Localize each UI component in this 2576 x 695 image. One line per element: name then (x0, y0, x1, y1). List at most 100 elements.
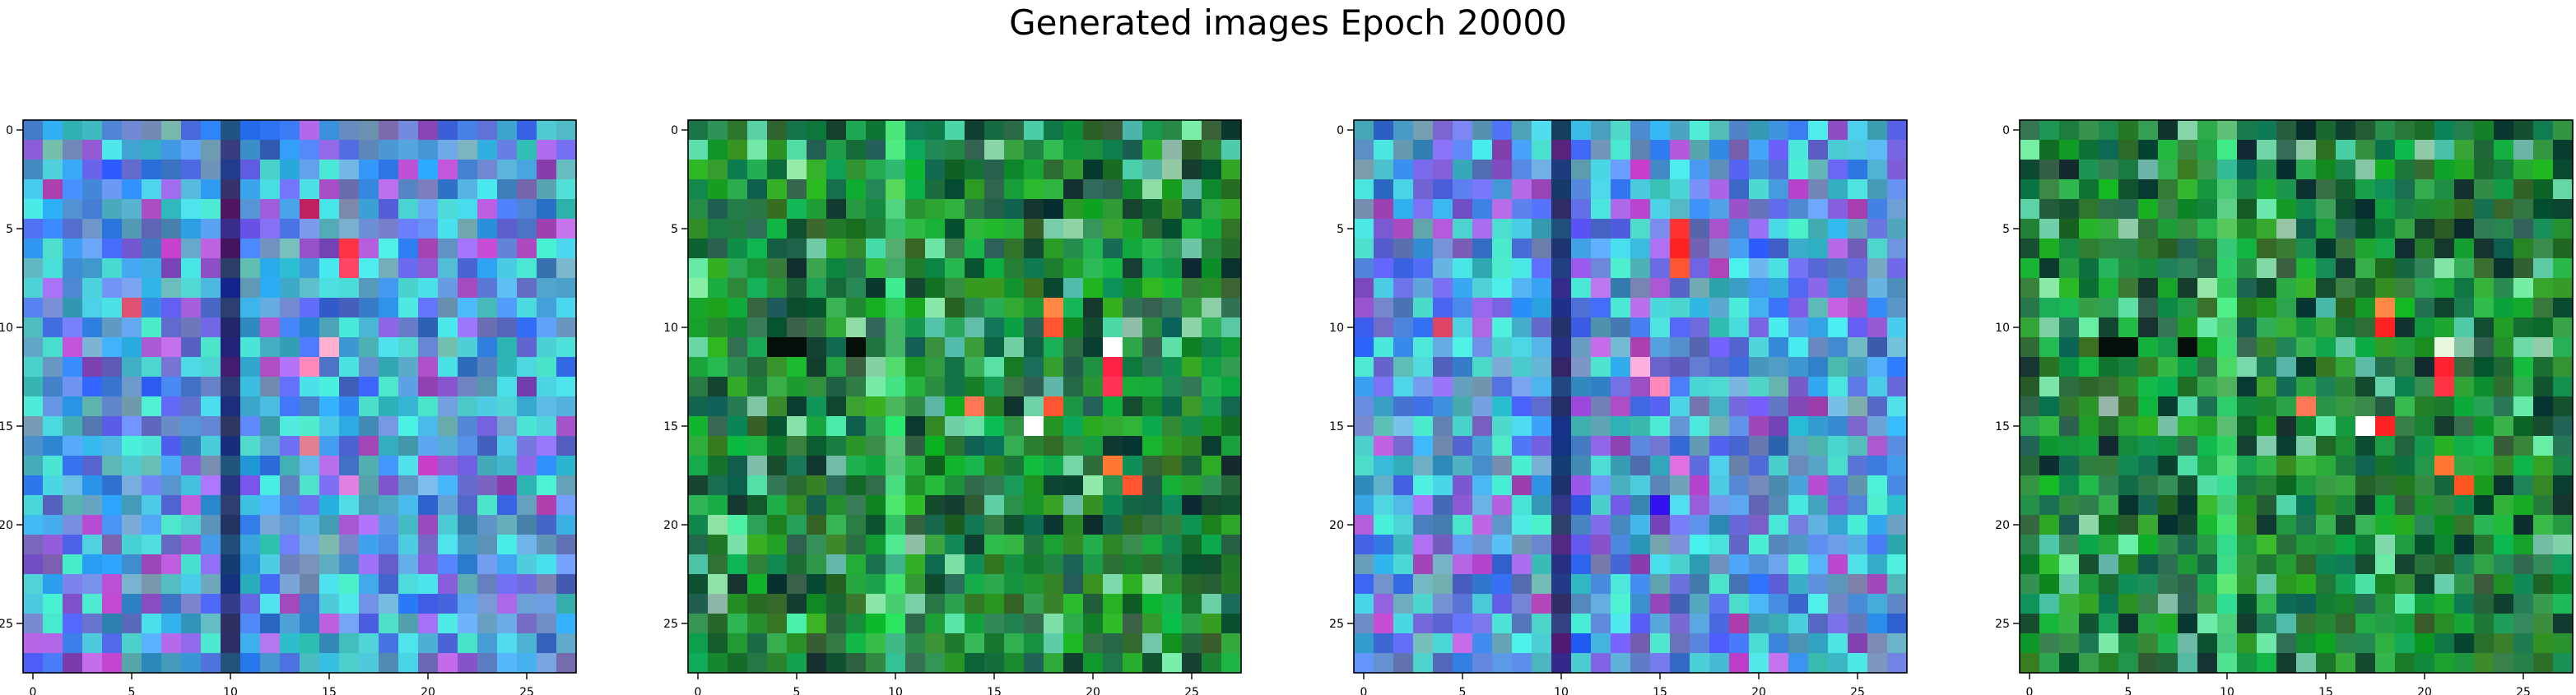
pixel-cell (181, 298, 202, 318)
pixel-cell (102, 258, 123, 279)
pixel-cell (1551, 633, 1572, 654)
pixel-cell (688, 416, 709, 437)
pixel-cell (1769, 653, 1789, 674)
figure-title: Generated images Epoch 20000 (1009, 2, 1567, 43)
x-tick-label: 10 (2220, 686, 2234, 695)
pixel-cell (1611, 633, 1631, 654)
pixel-cell (438, 456, 458, 476)
pixel-cell (846, 614, 867, 634)
pixel-cell (1611, 416, 1631, 437)
pixel-cell (1769, 298, 1789, 318)
pixel-cell (846, 219, 867, 239)
y-tick-label: 5 (1337, 223, 1344, 236)
pixel-cell (747, 475, 768, 496)
pixel-cell (846, 535, 867, 555)
pixel-cell (1374, 594, 1394, 614)
pixel-cell (787, 258, 807, 279)
pixel-cell (142, 160, 162, 180)
pixel-cell (23, 594, 44, 614)
pixel-cell (747, 574, 768, 595)
pixel-cell (1571, 317, 1592, 338)
pixel-cell (2494, 475, 2514, 496)
pixel-cell (1063, 140, 1084, 160)
pixel-cell (1670, 574, 1690, 595)
y-tick-label: 0 (671, 124, 678, 137)
pixel-cell (767, 317, 788, 338)
pixel-cell (418, 298, 439, 318)
pixel-cell (1103, 475, 1123, 496)
pixel-cell (260, 396, 281, 417)
pixel-cell (142, 515, 162, 535)
pixel-cell (1044, 179, 1064, 200)
pixel-cell (728, 258, 748, 279)
pixel-cell (2553, 515, 2574, 535)
pixel-cell (2039, 475, 2060, 496)
pixel-cell (2079, 396, 2099, 417)
pixel-cell (43, 337, 63, 358)
pixel-cell (1453, 436, 1473, 456)
pixel-cell (2039, 199, 2060, 220)
pixel-cell (1413, 337, 1434, 358)
pixel-cell (1848, 179, 1868, 200)
pixel-cell (2237, 436, 2257, 456)
pixel-cell (1650, 633, 1671, 654)
pixel-cell (1571, 653, 1592, 674)
pixel-cell (537, 653, 557, 674)
pixel-cell (1571, 219, 1592, 239)
pixel-cell (1690, 436, 1710, 456)
pixel-cell (965, 574, 985, 595)
pixel-cell (161, 396, 182, 417)
pixel-cell (477, 337, 498, 358)
pixel-cell (1354, 317, 1374, 338)
pixel-cell (2415, 495, 2435, 516)
pixel-cell (2474, 377, 2495, 397)
pixel-cell (1103, 633, 1123, 654)
pixel-cell (1867, 416, 1888, 437)
pixel-cell (1063, 179, 1084, 200)
pixel-cell (1749, 554, 1769, 575)
pixel-cell (1867, 377, 1888, 397)
pixel-cell (181, 258, 202, 279)
pixel-cell (1083, 594, 1104, 614)
pixel-cell (747, 377, 768, 397)
pixel-cell (2237, 298, 2257, 318)
pixel-cell (1162, 357, 1183, 378)
pixel-cell (1690, 653, 1710, 674)
pixel-cell (82, 258, 103, 279)
pixel-cell (1769, 239, 1789, 259)
pixel-cell (1729, 515, 1750, 535)
pixel-cell (925, 219, 946, 239)
pixel-cell (497, 653, 518, 674)
pixel-cell (2533, 416, 2554, 437)
pixel-cell (497, 396, 518, 417)
pixel-cell (2118, 317, 2139, 338)
pixel-cell (1512, 416, 1532, 437)
pixel-cell (82, 357, 103, 378)
pixel-cell (2138, 554, 2159, 575)
pixel-cell (708, 179, 728, 200)
pixel-cell (1492, 278, 1513, 299)
pixel-cell (1690, 535, 1710, 555)
pixel-cell (1374, 317, 1394, 338)
pixel-cell (122, 614, 142, 634)
pixel-cell (1848, 633, 1868, 654)
pixel-cell (142, 120, 162, 141)
pixel-cell (905, 475, 926, 496)
pixel-cell (517, 436, 537, 456)
pixel-cell (1512, 515, 1532, 535)
pixel-cell (2197, 298, 2218, 318)
pixel-cell (1202, 160, 1222, 180)
pixel-cell (379, 653, 399, 674)
pixel-cell (23, 554, 44, 575)
pixel-cell (2158, 140, 2178, 160)
pixel-cell (2395, 515, 2416, 535)
pixel-cell (728, 377, 748, 397)
pixel-cell (1887, 377, 1908, 397)
pixel-cell (688, 436, 709, 456)
pixel-cell (984, 219, 1005, 239)
pixel-cell (319, 535, 340, 555)
pixel-cell (1650, 436, 1671, 456)
pixel-cell (458, 535, 478, 555)
pixel-cell (1162, 614, 1183, 634)
pixel-cell (1182, 120, 1202, 141)
